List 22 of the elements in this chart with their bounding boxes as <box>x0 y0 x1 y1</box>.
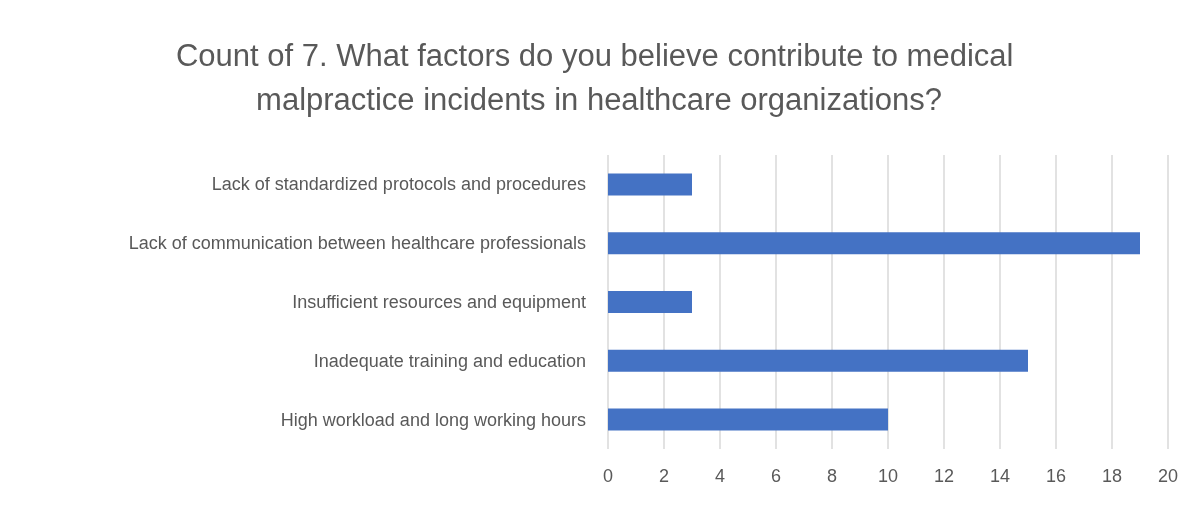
x-tick-label: 18 <box>1101 466 1123 486</box>
y-tick-label: Lack of standardized protocols and procedures <box>211 174 586 195</box>
y-tick-label: Insufficient resources and equipment <box>292 292 586 312</box>
chart-title: Count of 7. What factors do you believe contribute to medical malpractice incidents in healthcare organizations? <box>175 37 1023 117</box>
x-tick-label: 8 <box>826 466 838 486</box>
x-tick-label: 2 <box>658 466 670 486</box>
bar <box>608 349 1028 372</box>
x-tick-label: 10 <box>877 466 899 486</box>
x-tick-label: 4 <box>714 466 726 486</box>
bar <box>608 291 692 313</box>
x-tick-label: 14 <box>989 466 1011 486</box>
y-tick-label: Inadequate training and education <box>313 350 586 371</box>
y-tick-label: High workload and long working hours <box>280 409 586 430</box>
x-tick-label: 12 <box>933 466 955 486</box>
bar <box>608 232 1140 255</box>
x-tick-label: 16 <box>1045 466 1067 486</box>
bar <box>608 173 692 196</box>
x-tick-label: 6 <box>770 466 782 486</box>
bar <box>608 408 888 431</box>
x-tick-label: 0 <box>602 466 614 486</box>
x-tick-label: 20 <box>1157 466 1179 486</box>
y-tick-label: Lack of communication between healthcare professionals <box>128 233 586 254</box>
